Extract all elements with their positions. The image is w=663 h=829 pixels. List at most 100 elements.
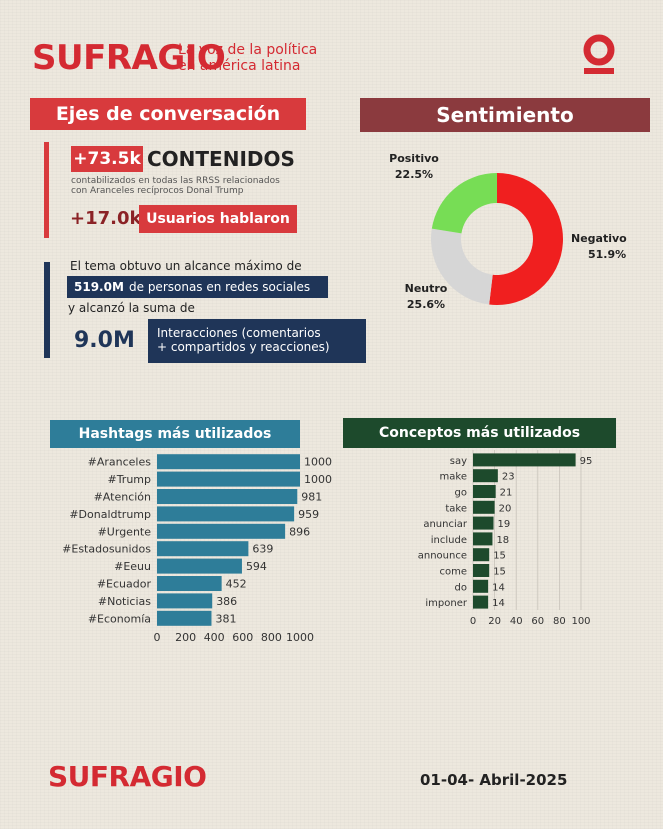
bar	[473, 579, 489, 593]
category-label: announce	[418, 551, 467, 562]
sentimiento-title: Sentimiento	[360, 98, 650, 132]
bar	[157, 541, 249, 557]
bar	[473, 564, 490, 577]
category-label: come	[439, 567, 467, 578]
category-label: say	[450, 456, 467, 467]
tick-label: 800	[261, 631, 282, 644]
bar	[157, 506, 295, 522]
category-label: #Trump	[107, 473, 151, 486]
alcance-text-1: El tema obtuvo un alcance máximo de	[70, 259, 302, 273]
category-label: include	[431, 535, 467, 546]
donut-label-negativo: Negativo	[571, 232, 627, 245]
value-label: 981	[301, 491, 322, 504]
usuarios-value: +17.0k	[70, 208, 142, 229]
contenidos-note-line-2: con Aranceles recíprocos Donal Trump	[71, 186, 244, 196]
alcance-text-3: y alcanzó la suma de	[68, 301, 195, 315]
category-label: take	[445, 503, 467, 514]
ejes-accent-bar	[44, 142, 49, 238]
conceptos-title: Conceptos más utilizados	[343, 418, 616, 448]
category-label: #Noticias	[98, 595, 151, 608]
value-label: 21	[500, 488, 513, 499]
brand-logo: SUFRAGIO	[32, 38, 226, 78]
category-label: #Eeuu	[114, 560, 151, 573]
tick-label: 60	[531, 616, 544, 627]
category-label: make	[440, 472, 467, 483]
brand-mark-icon	[583, 34, 615, 74]
value-label: 18	[496, 535, 509, 546]
value-label: 19	[498, 519, 511, 530]
donut-value-neutro: 25.6%	[407, 298, 445, 311]
category-label: #Economía	[88, 612, 151, 625]
bar	[157, 576, 222, 591]
contenidos-note: contabilizados en todas las RRSS relacio…	[71, 176, 280, 196]
contenidos-note-line-1: contabilizados en todas las RRSS relacio…	[71, 176, 280, 186]
contenidos-label: CONTENIDOS	[147, 147, 295, 171]
donut-slice-positivo	[431, 173, 497, 234]
donut-slice-negativo	[489, 173, 563, 305]
donut-value-positivo: 22.5%	[395, 168, 433, 181]
bar	[473, 595, 489, 609]
interacciones-box: Interacciones (comentarios + compartidos…	[148, 319, 366, 363]
category-label: #Atención	[94, 491, 151, 504]
bar	[473, 548, 490, 562]
usuarios-label: Usuarios hablaron	[139, 205, 297, 233]
alcance-box: 519.0M de personas en redes sociales	[67, 276, 328, 298]
tagline-line-2: en américa latina	[178, 58, 301, 74]
donut-label-neutro: Neutro	[405, 282, 448, 295]
tick-label: 600	[232, 631, 253, 644]
value-label: 386	[216, 595, 237, 608]
bar	[157, 593, 213, 609]
tagline-line-1: La voz de la política	[178, 42, 318, 58]
interacciones-line-2: + compartidos y reacciones)	[157, 340, 330, 354]
donut-slice-neutro	[431, 228, 493, 305]
donut-value-negativo: 51.9%	[588, 248, 626, 261]
alcance-text-2: de personas en redes sociales	[129, 280, 311, 294]
sentimiento-donut-chart: Negativo 51.9% Neutro 25.6% Positivo 22.5%	[389, 152, 627, 311]
interacciones-line-1: Interacciones (comentarios	[157, 326, 321, 340]
bar	[473, 516, 494, 530]
value-label: 896	[289, 525, 310, 538]
value-label: 15	[493, 567, 506, 578]
ejes-title: Ejes de conversación	[30, 98, 306, 130]
alcance-value: 519.0M	[74, 280, 124, 294]
bar	[157, 489, 298, 504]
hashtags-title: Hashtags más utilizados	[50, 420, 300, 448]
bar	[157, 610, 212, 626]
footer-brand-logo: SUFRAGIO	[48, 760, 207, 793]
value-label: 1000	[304, 456, 332, 469]
value-label: 452	[226, 578, 247, 591]
category-label: #Donaldtrump	[69, 508, 151, 521]
tick-label: 0	[470, 616, 476, 627]
tick-label: 40	[510, 616, 523, 627]
conceptos-bar-chart: say 95 make 23 go 21 take 20 anunciar 19 include 18…	[418, 450, 593, 627]
bar	[157, 558, 242, 574]
value-label: 1000	[304, 473, 332, 486]
value-label: 95	[580, 456, 593, 467]
interacciones-value: 9.0M	[74, 328, 135, 353]
bar	[473, 469, 498, 483]
value-label: 15	[493, 551, 506, 562]
category-label: #Estadosunidos	[62, 543, 151, 556]
tick-label: 1000	[286, 631, 314, 644]
value-label: 14	[492, 598, 505, 609]
footer-date: 01-04- Abril-2025	[420, 771, 568, 789]
category-label: imponer	[425, 598, 467, 609]
bar	[157, 471, 300, 487]
alcance-accent-bar	[44, 262, 50, 358]
tick-label: 100	[571, 616, 590, 627]
tick-label: 20	[488, 616, 501, 627]
bar	[473, 453, 576, 467]
hashtags-bar-chart: #Aranceles 1000 #Trump 1000 #Atención 981 #Don…	[62, 454, 332, 644]
donut-label-positivo: Positivo	[389, 152, 439, 165]
category-label: #Aranceles	[88, 456, 152, 469]
value-label: 20	[499, 503, 512, 514]
bar	[473, 485, 496, 498]
contenidos-value: +73.5k	[71, 146, 143, 172]
category-label: #Ecuador	[97, 578, 152, 591]
value-label: 594	[246, 560, 267, 573]
value-label: 381	[215, 612, 236, 625]
tick-label: 0	[154, 631, 161, 644]
value-label: 23	[502, 472, 515, 483]
tick-label: 200	[175, 631, 196, 644]
